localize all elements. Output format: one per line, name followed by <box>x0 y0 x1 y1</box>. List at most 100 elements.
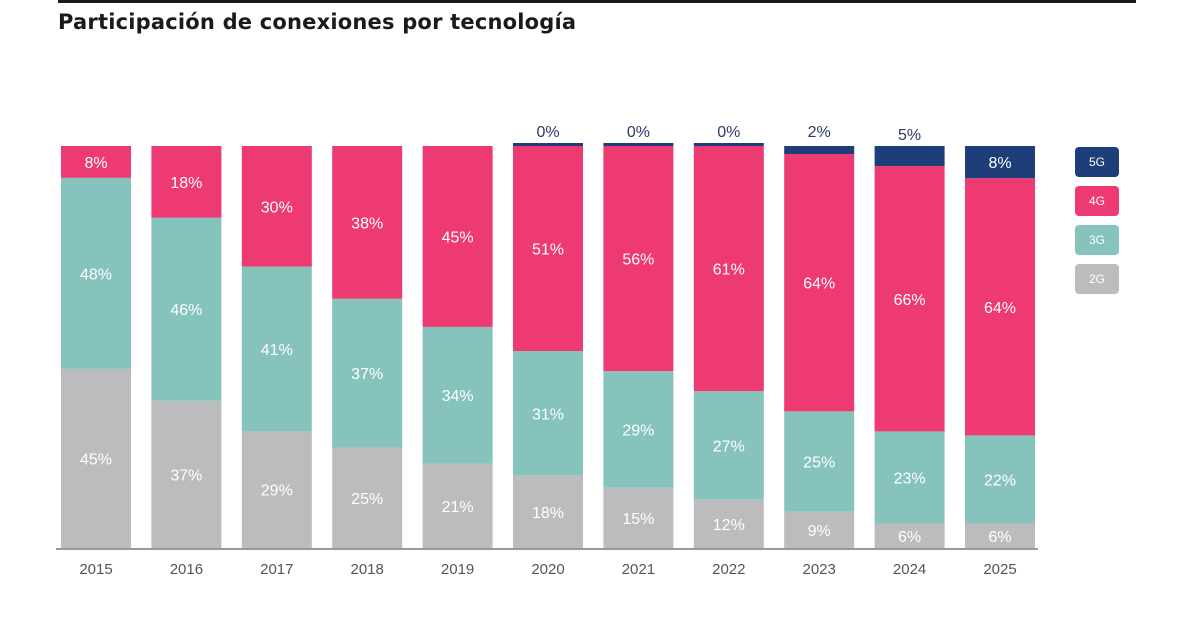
bar-5g-2025[interactable] <box>965 146 1035 179</box>
data-label-4g-2020: 51% <box>532 242 564 259</box>
data-label-4g-2025: 64% <box>984 300 1016 317</box>
bar-3g-2022[interactable] <box>693 391 764 500</box>
data-label-4g-2024: 66% <box>894 292 926 309</box>
legend-swatch-3g[interactable] <box>1075 225 1119 255</box>
bar-3g-2018[interactable] <box>332 298 403 448</box>
x-tick-2025: 2025 <box>983 561 1016 578</box>
legend-swatch-4g[interactable] <box>1075 186 1119 216</box>
data-label-4g-2018: 38% <box>351 215 383 232</box>
data-label-3g-2021: 29% <box>622 422 654 439</box>
data-label-4g-2019: 45% <box>442 229 474 246</box>
bar-3g-2017[interactable] <box>241 266 312 432</box>
data-label-2g-2025: 6% <box>988 529 1011 546</box>
data-label-2g-2018: 25% <box>351 491 383 508</box>
data-label-2g-2022: 12% <box>713 517 745 534</box>
bar-2g-2022[interactable] <box>693 499 764 548</box>
data-label-2g-2020: 18% <box>532 505 564 522</box>
data-label-3g-2022: 27% <box>713 438 745 455</box>
data-label-3g-2023: 25% <box>803 455 835 472</box>
bar-4g-2022[interactable] <box>693 146 764 392</box>
x-tick-2023: 2023 <box>803 561 836 578</box>
bar-2g-2017[interactable] <box>241 431 312 548</box>
bar-5g-2023[interactable] <box>784 146 855 155</box>
bar-3g-2025[interactable] <box>965 435 1035 524</box>
x-tick-2021: 2021 <box>622 561 655 578</box>
x-tick-2015: 2015 <box>79 561 112 578</box>
data-label-3g-2024: 23% <box>894 471 926 488</box>
data-label-3g-2018: 37% <box>351 366 383 383</box>
data-label-3g-2016: 46% <box>170 302 202 319</box>
bar-4g-2024[interactable] <box>874 166 945 432</box>
bar-2g-2025[interactable] <box>965 523 1035 548</box>
data-label-4g-2015: 8% <box>84 155 107 172</box>
data-label-2g-2015: 45% <box>80 451 112 468</box>
data-label-4g-2022: 61% <box>713 262 745 279</box>
bar-2g-2021[interactable] <box>603 487 674 548</box>
bar-3g-2024[interactable] <box>874 431 945 524</box>
bar-4g-2025[interactable] <box>965 178 1035 436</box>
legend-label-3g: 3G <box>1089 233 1105 247</box>
data-label-2g-2021: 15% <box>622 511 654 528</box>
legend-label-2g: 2G <box>1089 272 1105 286</box>
bar-3g-2019[interactable] <box>422 326 493 464</box>
bar-3g-2021[interactable] <box>603 371 674 488</box>
data-label-2g-2016: 37% <box>170 467 202 484</box>
bar-3g-2023[interactable] <box>784 411 855 512</box>
bar-2g-2018[interactable] <box>332 447 403 549</box>
bar-2g-2020[interactable] <box>513 475 583 548</box>
bar-5g-2024[interactable] <box>874 146 945 167</box>
x-tick-2024: 2024 <box>893 561 926 578</box>
bar-4g-2020[interactable] <box>513 146 583 352</box>
data-label-5g-2024: 5% <box>898 127 921 144</box>
bar-4g-2021[interactable] <box>603 146 674 372</box>
data-label-4g-2021: 56% <box>622 252 654 269</box>
data-label-4g-2016: 18% <box>170 175 202 192</box>
data-label-5g-2021: 0% <box>627 124 650 141</box>
data-label-3g-2017: 41% <box>261 342 293 359</box>
x-tick-2018: 2018 <box>351 561 384 578</box>
data-label-5g-2022: 0% <box>717 124 740 141</box>
data-label-3g-2019: 34% <box>442 388 474 405</box>
data-label-2g-2023: 9% <box>808 523 831 540</box>
legend-swatch-5g[interactable] <box>1075 147 1119 177</box>
top-rule <box>58 0 1136 3</box>
data-label-3g-2020: 31% <box>532 406 564 423</box>
legend-swatch-2g[interactable] <box>1075 264 1119 294</box>
bar-4g-2016[interactable] <box>151 146 222 218</box>
data-label-3g-2025: 22% <box>984 473 1016 490</box>
data-label-2g-2019: 21% <box>442 499 474 516</box>
bar-2g-2015[interactable] <box>61 368 131 548</box>
data-label-4g-2017: 30% <box>261 199 293 216</box>
data-label-4g-2023: 64% <box>803 276 835 293</box>
data-label-2g-2017: 29% <box>261 483 293 500</box>
data-label-3g-2015: 48% <box>80 266 112 283</box>
bar-4g-2015[interactable] <box>61 146 131 178</box>
bar-4g-2023[interactable] <box>784 154 855 412</box>
data-label-5g-2023: 2% <box>808 124 831 141</box>
legend-label-5g: 5G <box>1089 155 1105 169</box>
x-tick-2022: 2022 <box>712 561 745 578</box>
bar-2g-2016[interactable] <box>151 400 222 548</box>
data-label-5g-2025: 8% <box>988 155 1011 172</box>
bar-2g-2023[interactable] <box>784 511 855 548</box>
bar-4g-2019[interactable] <box>422 146 493 327</box>
bar-3g-2016[interactable] <box>151 217 222 401</box>
bar-2g-2024[interactable] <box>874 523 945 548</box>
bar-2g-2019[interactable] <box>422 463 493 548</box>
x-tick-2019: 2019 <box>441 561 474 578</box>
bar-5g-2021[interactable] <box>603 143 674 146</box>
x-tick-2020: 2020 <box>531 561 564 578</box>
bar-5g-2020[interactable] <box>513 143 583 146</box>
legend-label-4g: 4G <box>1089 194 1105 208</box>
bar-3g-2020[interactable] <box>513 351 583 476</box>
x-tick-2016: 2016 <box>170 561 203 578</box>
chart-title: Participación de conexiones por tecnolog… <box>58 10 577 34</box>
data-label-2g-2024: 6% <box>898 529 921 546</box>
bar-4g-2018[interactable] <box>332 146 403 299</box>
data-label-5g-2020: 0% <box>536 124 559 141</box>
bar-4g-2017[interactable] <box>241 146 312 267</box>
bar-3g-2015[interactable] <box>61 177 131 369</box>
x-tick-2017: 2017 <box>260 561 293 578</box>
bar-5g-2022[interactable] <box>693 143 764 146</box>
